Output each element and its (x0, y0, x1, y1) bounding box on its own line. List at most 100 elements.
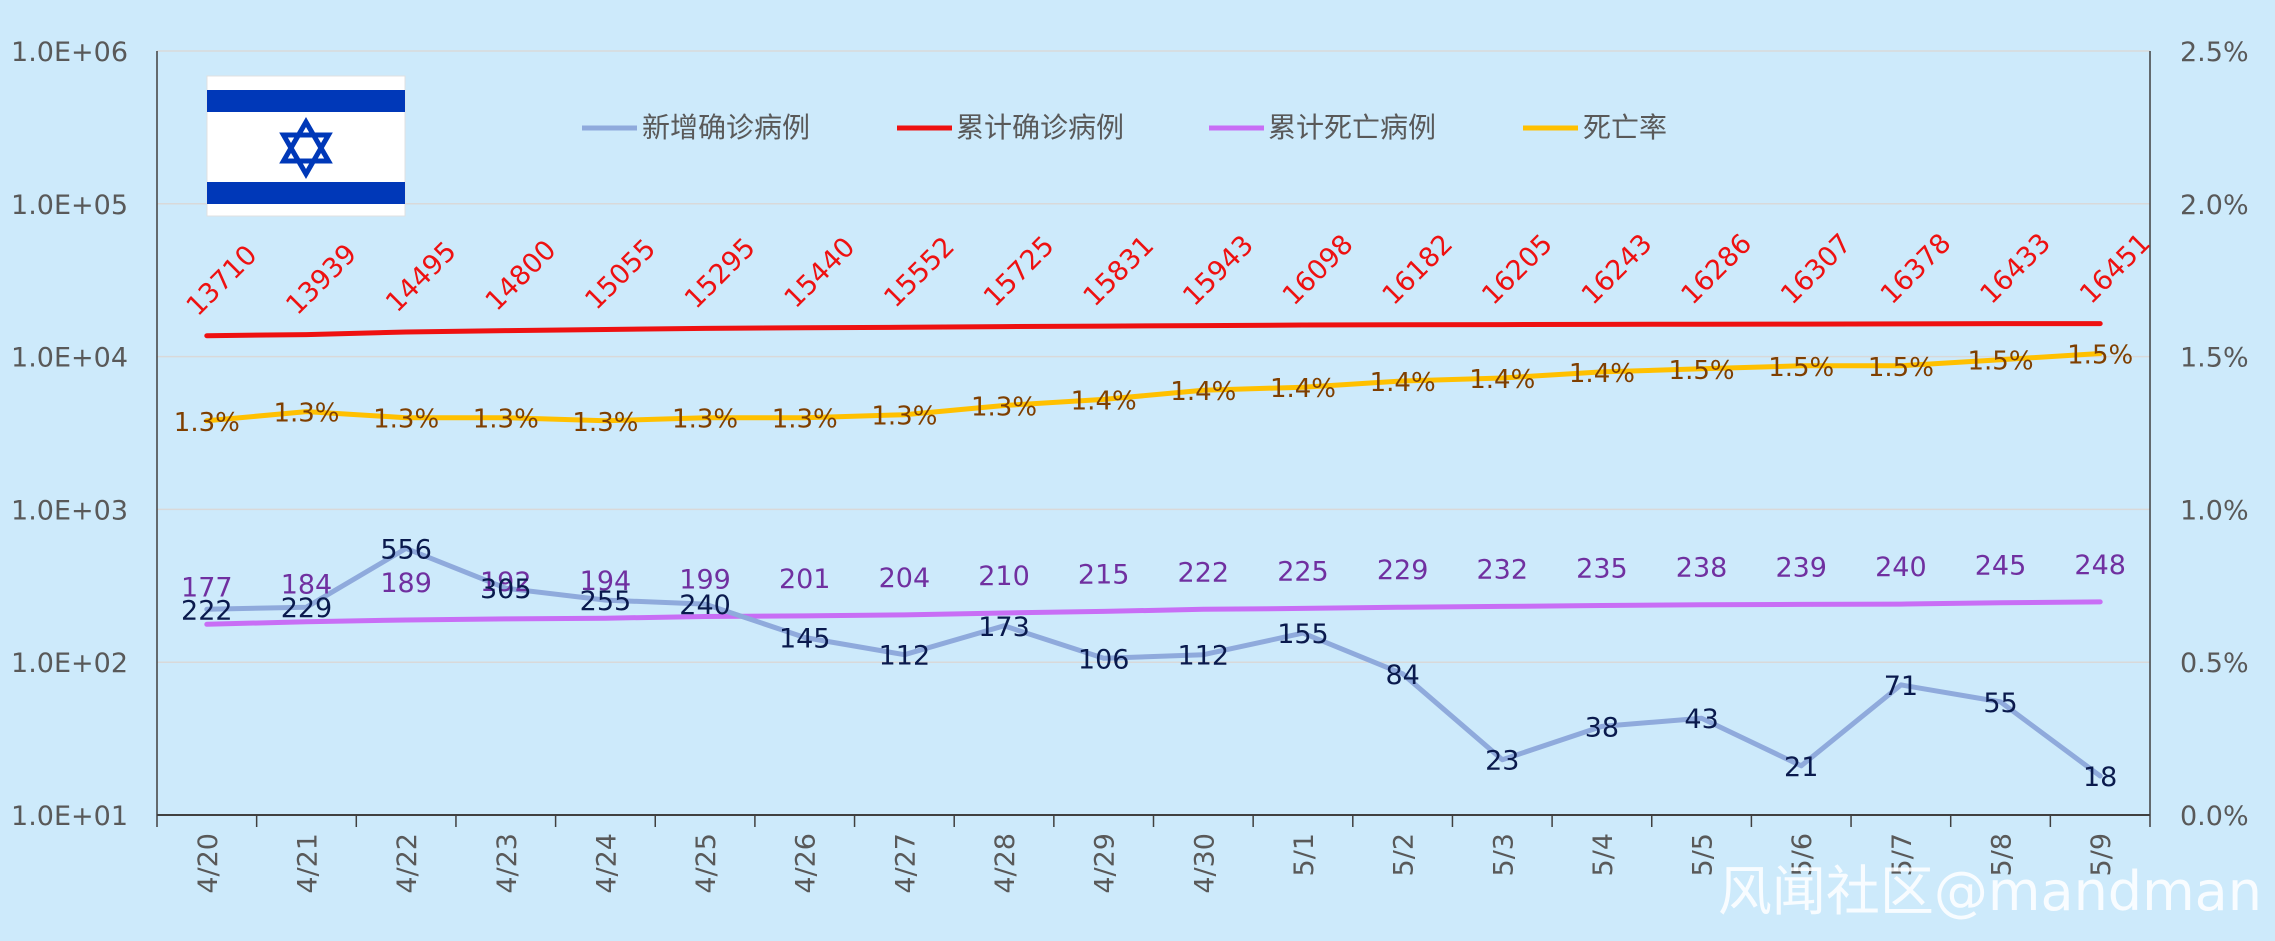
y-right-tick-label: 2.0% (2180, 190, 2249, 221)
series-line (204, 599, 2103, 627)
data-label-total-deaths: 238 (1676, 553, 1728, 584)
legend-item-new-cases: 新增确诊病例 (582, 111, 810, 144)
data-label-total-cases: 13939 (280, 238, 363, 321)
data-label-total-deaths: 192 (480, 567, 532, 598)
data-label-total-cases: 16286 (1675, 228, 1758, 311)
data-label-total-deaths: 239 (1775, 552, 1827, 583)
y-right-tick-label: 0.5% (2180, 648, 2249, 679)
y-left-tick-label: 1.0E+05 (11, 190, 128, 221)
data-label-total-deaths: 222 (1178, 557, 1230, 588)
data-label-new-cases: 84 (1385, 660, 1419, 691)
data-label-new-cases: 106 (1078, 644, 1130, 675)
data-label-total-deaths: 232 (1477, 554, 1529, 585)
data-label-new-cases: 23 (1485, 746, 1519, 777)
data-label-death-rate: 1.4% (1071, 386, 1137, 416)
data-label-total-deaths: 177 (181, 572, 233, 603)
data-label-new-cases: 43 (1684, 704, 1718, 735)
data-label-death-rate: 1.3% (174, 408, 240, 438)
data-label-death-rate: 1.4% (1270, 374, 1336, 404)
data-label-total-cases: 14495 (380, 236, 463, 319)
data-label-total-cases: 15943 (1177, 230, 1260, 313)
data-label-total-cases: 15831 (1078, 230, 1161, 313)
data-label-total-cases: 16182 (1376, 229, 1459, 312)
data-label-total-cases: 15552 (878, 231, 961, 314)
data-label-new-cases: 18 (2083, 762, 2117, 793)
israel-flag-icon (206, 75, 406, 217)
data-label-death-rate: 1.5% (1967, 347, 2033, 377)
data-label-total-cases: 15440 (779, 232, 862, 315)
x-tick-label: 5/7 (1887, 833, 1918, 876)
data-label-death-rate: 1.3% (672, 405, 738, 435)
data-label-total-cases: 15055 (579, 233, 662, 316)
legend-label: 累计死亡病例 (1268, 111, 1436, 144)
y-right-tick-label: 0.0% (2180, 801, 2249, 832)
x-tick-label: 4/22 (392, 833, 423, 894)
data-label-total-deaths: 194 (580, 566, 632, 597)
data-label-new-cases: 556 (380, 534, 432, 565)
data-label-total-deaths: 184 (281, 570, 333, 601)
data-label-death-rate: 1.3% (871, 402, 937, 432)
data-label-death-rate: 1.3% (971, 392, 1037, 422)
data-label-total-deaths: 215 (1078, 559, 1130, 590)
data-label-new-cases: 173 (978, 612, 1030, 643)
data-label-new-cases: 229 (281, 593, 333, 624)
data-label-new-cases: 305 (480, 574, 532, 605)
data-label-total-deaths: 245 (1975, 551, 2027, 582)
data-label-total-deaths: 199 (679, 565, 731, 596)
data-label-death-rate: 1.3% (473, 405, 539, 435)
data-label-new-cases: 71 (1884, 671, 1918, 702)
data-label-death-rate: 1.5% (1768, 353, 1834, 383)
legend: 新增确诊病例 累计确诊病例 累计死亡病例 死亡率 (582, 111, 1667, 144)
watermark: 风闻社区@mandman (1718, 860, 2262, 923)
x-tick-label: 5/4 (1588, 833, 1619, 876)
data-label-death-rate: 1.3% (572, 408, 638, 438)
data-label-new-cases: 55 (1983, 688, 2017, 719)
x-tick-label: 4/25 (691, 833, 722, 894)
data-label-new-cases: 155 (1277, 619, 1329, 650)
x-tick-label: 5/9 (2086, 833, 2117, 876)
y-right-tick-label: 1.0% (2180, 495, 2249, 526)
x-tick-label: 5/2 (1389, 833, 1420, 876)
data-label-total-cases: 16433 (1974, 228, 2057, 311)
data-label-total-cases: 16098 (1277, 229, 1360, 312)
data-labels: 13710 13939 14495 14800 15055 15295 15440 15552… (174, 227, 2157, 793)
y-left-tick-label: 1.0E+04 (11, 343, 128, 374)
x-tick-label: 4/30 (1189, 833, 1220, 894)
y-left-tick-label: 1.0E+01 (11, 801, 128, 832)
x-tick-label: 4/27 (890, 833, 921, 894)
data-label-death-rate: 1.4% (1170, 377, 1236, 407)
data-label-new-cases: 145 (779, 624, 831, 655)
y-right-tick-label: 2.5% (2180, 37, 2249, 68)
data-label-death-rate: 1.4% (1569, 359, 1635, 389)
data-label-total-deaths: 235 (1576, 554, 1628, 585)
data-label-total-deaths: 229 (1377, 555, 1429, 586)
data-label-death-rate: 1.5% (1669, 356, 1735, 386)
data-label-new-cases: 38 (1585, 712, 1619, 743)
grid-lines (157, 50, 2150, 663)
data-label-new-cases: 255 (580, 586, 632, 617)
data-label-total-cases: 14800 (480, 234, 563, 317)
data-label-total-cases: 16243 (1576, 228, 1659, 311)
x-tick-label: 4/26 (791, 833, 822, 894)
data-label-total-deaths: 201 (779, 564, 831, 595)
legend-item-total-cases: 累计确诊病例 (897, 111, 1124, 144)
x-tick-label: 4/29 (1090, 833, 1121, 894)
series-line (204, 545, 2103, 779)
x-tick-label: 4/21 (292, 833, 323, 894)
x-tick-label: 5/8 (1987, 833, 2018, 876)
x-tick-label: 4/28 (990, 833, 1021, 894)
data-label-new-cases: 112 (1178, 641, 1230, 672)
legend-label: 新增确诊病例 (642, 111, 810, 144)
y-left-tick-label: 1.0E+02 (11, 648, 128, 679)
data-label-death-rate: 1.5% (2067, 341, 2133, 371)
data-label-total-deaths: 240 (1875, 552, 1927, 583)
data-label-total-cases: 15725 (978, 230, 1061, 313)
data-label-new-cases: 21 (1784, 752, 1818, 783)
legend-item-total-deaths: 累计死亡病例 (1209, 111, 1436, 144)
star-of-david-icon (279, 116, 333, 180)
x-tick-label: 4/20 (193, 833, 224, 894)
x-tick-label: 4/23 (492, 833, 523, 894)
data-label-total-deaths: 225 (1277, 556, 1329, 587)
series-line (204, 321, 2103, 339)
